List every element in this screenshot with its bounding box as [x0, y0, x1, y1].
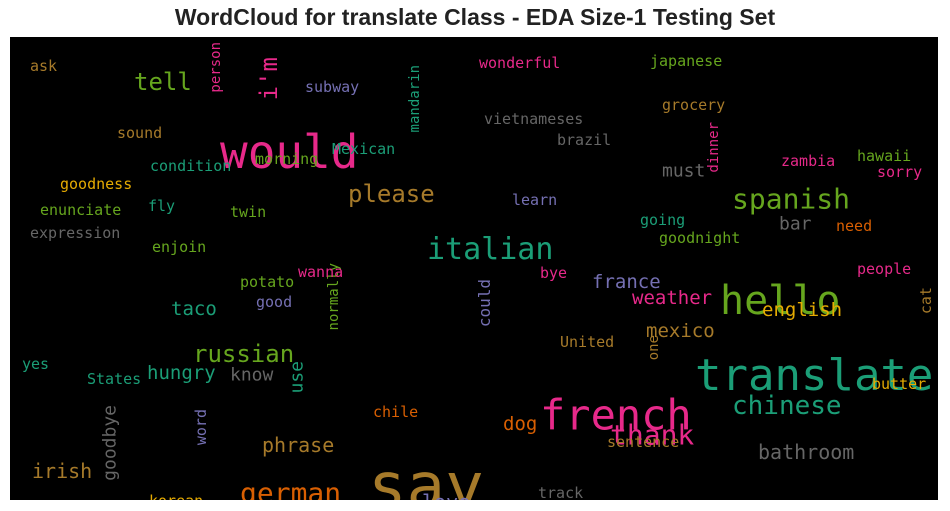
word-good: good: [256, 293, 292, 311]
word-zambia: zambia: [781, 152, 835, 170]
word-person: person: [208, 42, 224, 93]
word-russian: russian: [193, 340, 294, 368]
word-must: must: [662, 160, 705, 181]
word-enunciate: enunciate: [40, 201, 121, 219]
word-i-m: i'm: [255, 57, 283, 100]
word-french: french: [540, 391, 692, 440]
word-one: one: [646, 335, 662, 360]
word-german: german: [240, 476, 341, 500]
word-sorry: sorry: [877, 163, 922, 181]
word-japanese: japanese: [650, 52, 722, 70]
word-hungry: hungry: [147, 362, 216, 384]
word-track: track: [538, 484, 583, 500]
chart-title: WordCloud for translate Class - EDA Size…: [174, 4, 776, 30]
word-brazil: brazil: [557, 131, 611, 149]
word-normally: normally: [326, 263, 342, 330]
word-states: States: [87, 370, 141, 388]
word-would: would: [220, 125, 358, 179]
word-fly: fly: [148, 197, 175, 215]
word-need: need: [836, 217, 872, 235]
word-ask: ask: [30, 57, 57, 75]
word-yes: yes: [22, 355, 49, 373]
word-love: love: [422, 490, 470, 500]
word-korean: korean: [149, 492, 203, 500]
word-condition: condition: [150, 157, 231, 175]
word-goodnight: goodnight: [659, 229, 740, 247]
wordcloud-canvas: say translate would french hello italian germa…: [22, 42, 935, 500]
word-subway: subway: [305, 78, 359, 96]
word-goodness: goodness: [60, 175, 132, 193]
word-dinner: dinner: [706, 122, 722, 173]
word-chinese: chinese: [732, 391, 842, 421]
word-potato: potato: [240, 273, 294, 291]
word-sentence: sentence: [607, 433, 679, 451]
word-france: france: [592, 271, 661, 293]
word-weather: weather: [632, 287, 712, 309]
word-thank: thank: [610, 418, 694, 451]
word-wanna: wanna: [298, 263, 343, 281]
word-english: english: [762, 299, 842, 321]
word-wonderful: wonderful: [479, 54, 560, 72]
word-tell: tell: [134, 68, 192, 96]
word-mexican: Mexican: [332, 140, 395, 158]
word-taco: taco: [171, 298, 217, 320]
word-vietnameses: vietnameses: [484, 110, 583, 128]
word-use: use: [286, 361, 307, 394]
word-cat: cat: [917, 287, 935, 314]
word-hawaii: hawaii: [857, 147, 911, 165]
word-translate: translate: [695, 350, 933, 401]
word-goodbye: goodbye: [99, 405, 120, 481]
word-going: going: [640, 211, 685, 229]
word-phrase: phrase: [262, 433, 334, 457]
word-mandarin: mandarin: [407, 65, 423, 132]
word-bye: bye: [540, 264, 567, 282]
word-please: please: [348, 180, 435, 208]
word-bathroom: bathroom: [758, 440, 854, 464]
word-morning: morning: [255, 150, 318, 168]
word-word: word: [192, 409, 210, 445]
word-know: know: [230, 364, 274, 385]
word-dog: dog: [503, 413, 537, 435]
word-italian: italian: [427, 232, 553, 267]
word-could: could: [475, 279, 494, 327]
wordcloud-panel: say translate would french hello italian germa…: [10, 37, 938, 500]
word-spanish: spanish: [732, 182, 850, 215]
word-bar: bar: [779, 213, 812, 234]
word-say: say: [368, 450, 484, 500]
word-irish: irish: [32, 459, 92, 483]
word-people: people: [857, 260, 911, 278]
word-expression: expression: [30, 224, 120, 242]
word-twin: twin: [230, 203, 266, 221]
word-united: United: [560, 333, 614, 351]
word-butter: butter: [872, 375, 926, 393]
word-chile: chile: [373, 403, 418, 421]
word-hello: hello: [720, 278, 840, 324]
word-grocery: grocery: [662, 96, 725, 114]
word-learn: learn: [512, 191, 557, 209]
word-enjoin: enjoin: [152, 238, 206, 256]
word-sound: sound: [117, 124, 162, 142]
word-mexico: mexico: [646, 320, 715, 342]
